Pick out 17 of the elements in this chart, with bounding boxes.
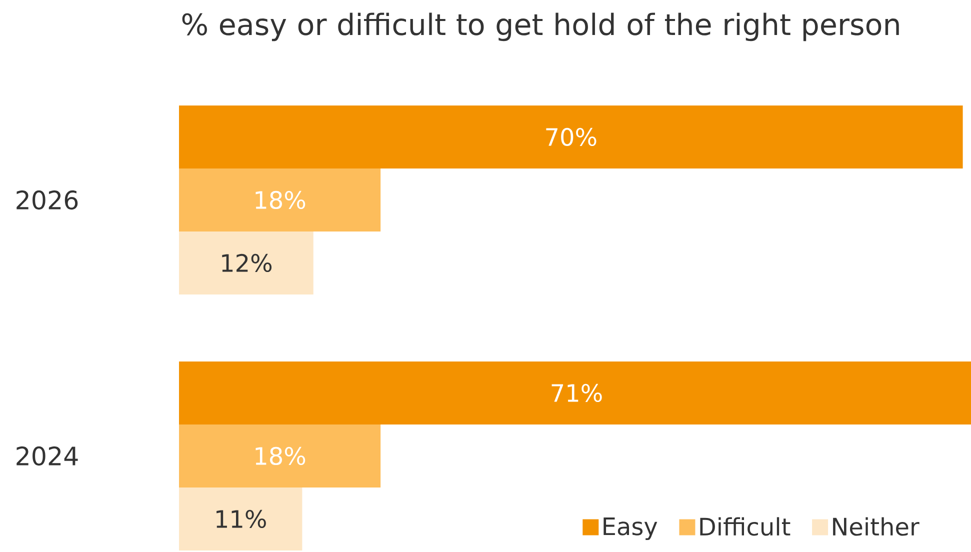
legend-label: Neither xyxy=(833,517,920,536)
data-label: 18% xyxy=(256,190,306,210)
bar xyxy=(179,424,381,488)
y-tick-label: 2024 xyxy=(16,446,78,466)
data-label: 71% xyxy=(552,384,602,402)
data-label: 12% xyxy=(222,254,272,272)
data-label: 70% xyxy=(546,128,596,146)
legend-label: Difficult xyxy=(700,517,790,536)
data-label: 11% xyxy=(216,510,266,528)
y-tick-label: 2026 xyxy=(16,190,78,210)
bar xyxy=(179,487,302,550)
bar xyxy=(179,168,381,232)
legend-label: Easy xyxy=(604,518,658,540)
data-label: 18% xyxy=(256,446,306,466)
bar xyxy=(179,231,314,294)
chart-title: % easy or difficult to get hold of the right person xyxy=(182,12,899,42)
bar xyxy=(179,105,963,168)
